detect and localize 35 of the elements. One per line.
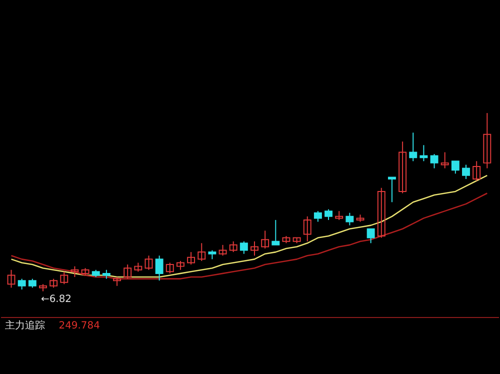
candlestick <box>303 216 312 242</box>
candlestick <box>261 230 270 249</box>
candlestick <box>483 112 492 169</box>
candlestick <box>472 160 481 182</box>
text: 249.784 <box>58 320 100 332</box>
candlestick <box>398 141 407 194</box>
candlestick <box>155 255 164 282</box>
text: 主力追踪 <box>4 319 45 332</box>
candlestick <box>462 164 470 180</box>
candlestick <box>60 271 68 285</box>
candlestick <box>388 176 396 203</box>
candlestick <box>420 144 428 162</box>
text: ←6.82 <box>40 294 72 306</box>
candlestick <box>314 210 322 222</box>
candlestick <box>366 228 375 244</box>
candlestick <box>144 255 153 270</box>
candlestick <box>198 242 206 262</box>
candlestick <box>18 278 26 290</box>
candlestick <box>166 262 174 274</box>
candlestick <box>346 212 354 226</box>
candlestick <box>324 208 333 220</box>
candlestick <box>409 132 418 162</box>
candlestick <box>229 240 238 253</box>
candlestick <box>218 244 227 256</box>
candlestick <box>430 154 438 169</box>
candlestick <box>187 252 196 266</box>
candlestick <box>272 219 280 246</box>
candlestick <box>440 152 449 169</box>
candlestick <box>240 240 248 254</box>
candlestick <box>250 240 258 256</box>
candlestick <box>7 269 16 288</box>
candlestick <box>451 160 460 174</box>
candlestick <box>377 187 386 238</box>
candlestick <box>70 266 79 278</box>
candlestick <box>124 264 132 280</box>
